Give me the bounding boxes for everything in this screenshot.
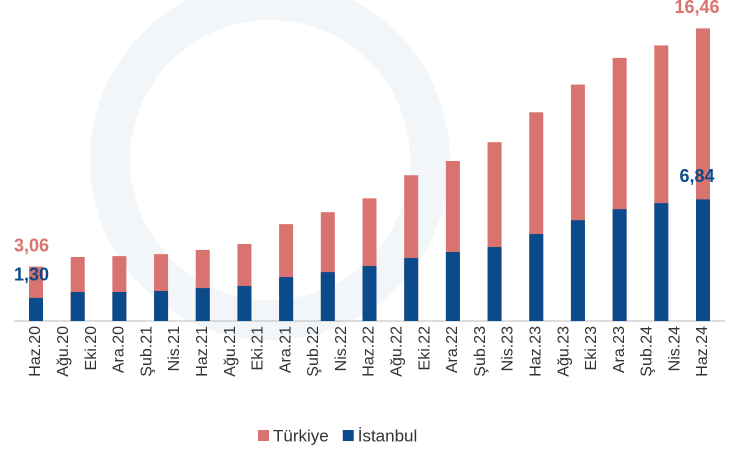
x-tick-label: Eki.23 [583, 326, 600, 371]
bar [362, 266, 377, 321]
bar [487, 247, 502, 321]
bar [654, 203, 669, 321]
x-tick-label: Eki.20 [83, 326, 100, 371]
bar [612, 209, 627, 321]
value-label: 16,46 [674, 0, 719, 17]
x-tick-label: Ağu.22 [389, 326, 406, 377]
x-tick-label: Nis.23 [500, 326, 517, 371]
bar [154, 290, 169, 321]
value-label: 3,06 [14, 235, 49, 255]
x-tick-label: Şub.24 [639, 326, 656, 377]
bar [570, 220, 585, 321]
x-tick-label: Şub.22 [305, 326, 322, 377]
x-tick-label: Haz.23 [527, 326, 544, 377]
x-tick-label: Şub.21 [138, 326, 155, 377]
x-tick-label: Ağu.23 [555, 326, 572, 377]
bar [529, 234, 544, 321]
x-tick-label: Ara.23 [611, 326, 628, 373]
bar [237, 285, 252, 321]
x-tick-label: Eki.21 [250, 326, 267, 371]
bar [279, 277, 294, 321]
x-tick-label: Şub.23 [472, 326, 489, 377]
value-label: 6,84 [679, 166, 714, 186]
x-tick-label: Ağu.20 [55, 326, 72, 377]
legend-label: İstanbul [358, 426, 418, 445]
bar [404, 258, 419, 321]
bar [696, 199, 710, 321]
legend-label: Türkiye [273, 426, 329, 445]
bar [112, 292, 127, 321]
x-tick-label: Ağu.21 [222, 326, 239, 377]
x-tick-label: Eki.22 [416, 326, 433, 371]
value-label: 1,30 [14, 265, 49, 285]
x-tick-label: Ara.22 [444, 326, 461, 373]
legend-swatch [258, 430, 269, 441]
x-tick-label: Nis.22 [333, 326, 350, 371]
x-tick-label: Haz.21 [194, 326, 211, 377]
bar [445, 252, 460, 321]
legend-swatch [342, 430, 354, 441]
x-tick-label: Nis.24 [666, 326, 683, 371]
x-tick-label: Nis.21 [166, 326, 183, 371]
x-tick-label: Ara.20 [111, 326, 128, 373]
bar [29, 297, 43, 321]
bar [320, 272, 335, 321]
bar [70, 292, 85, 321]
x-tick-label: Haz.20 [27, 326, 44, 377]
x-tick-label: Ara.21 [277, 326, 294, 373]
bar [195, 288, 210, 321]
x-tick-label: Haz.22 [361, 326, 378, 377]
watermark [90, 0, 450, 340]
x-tick-label: Haz.24 [694, 326, 711, 377]
